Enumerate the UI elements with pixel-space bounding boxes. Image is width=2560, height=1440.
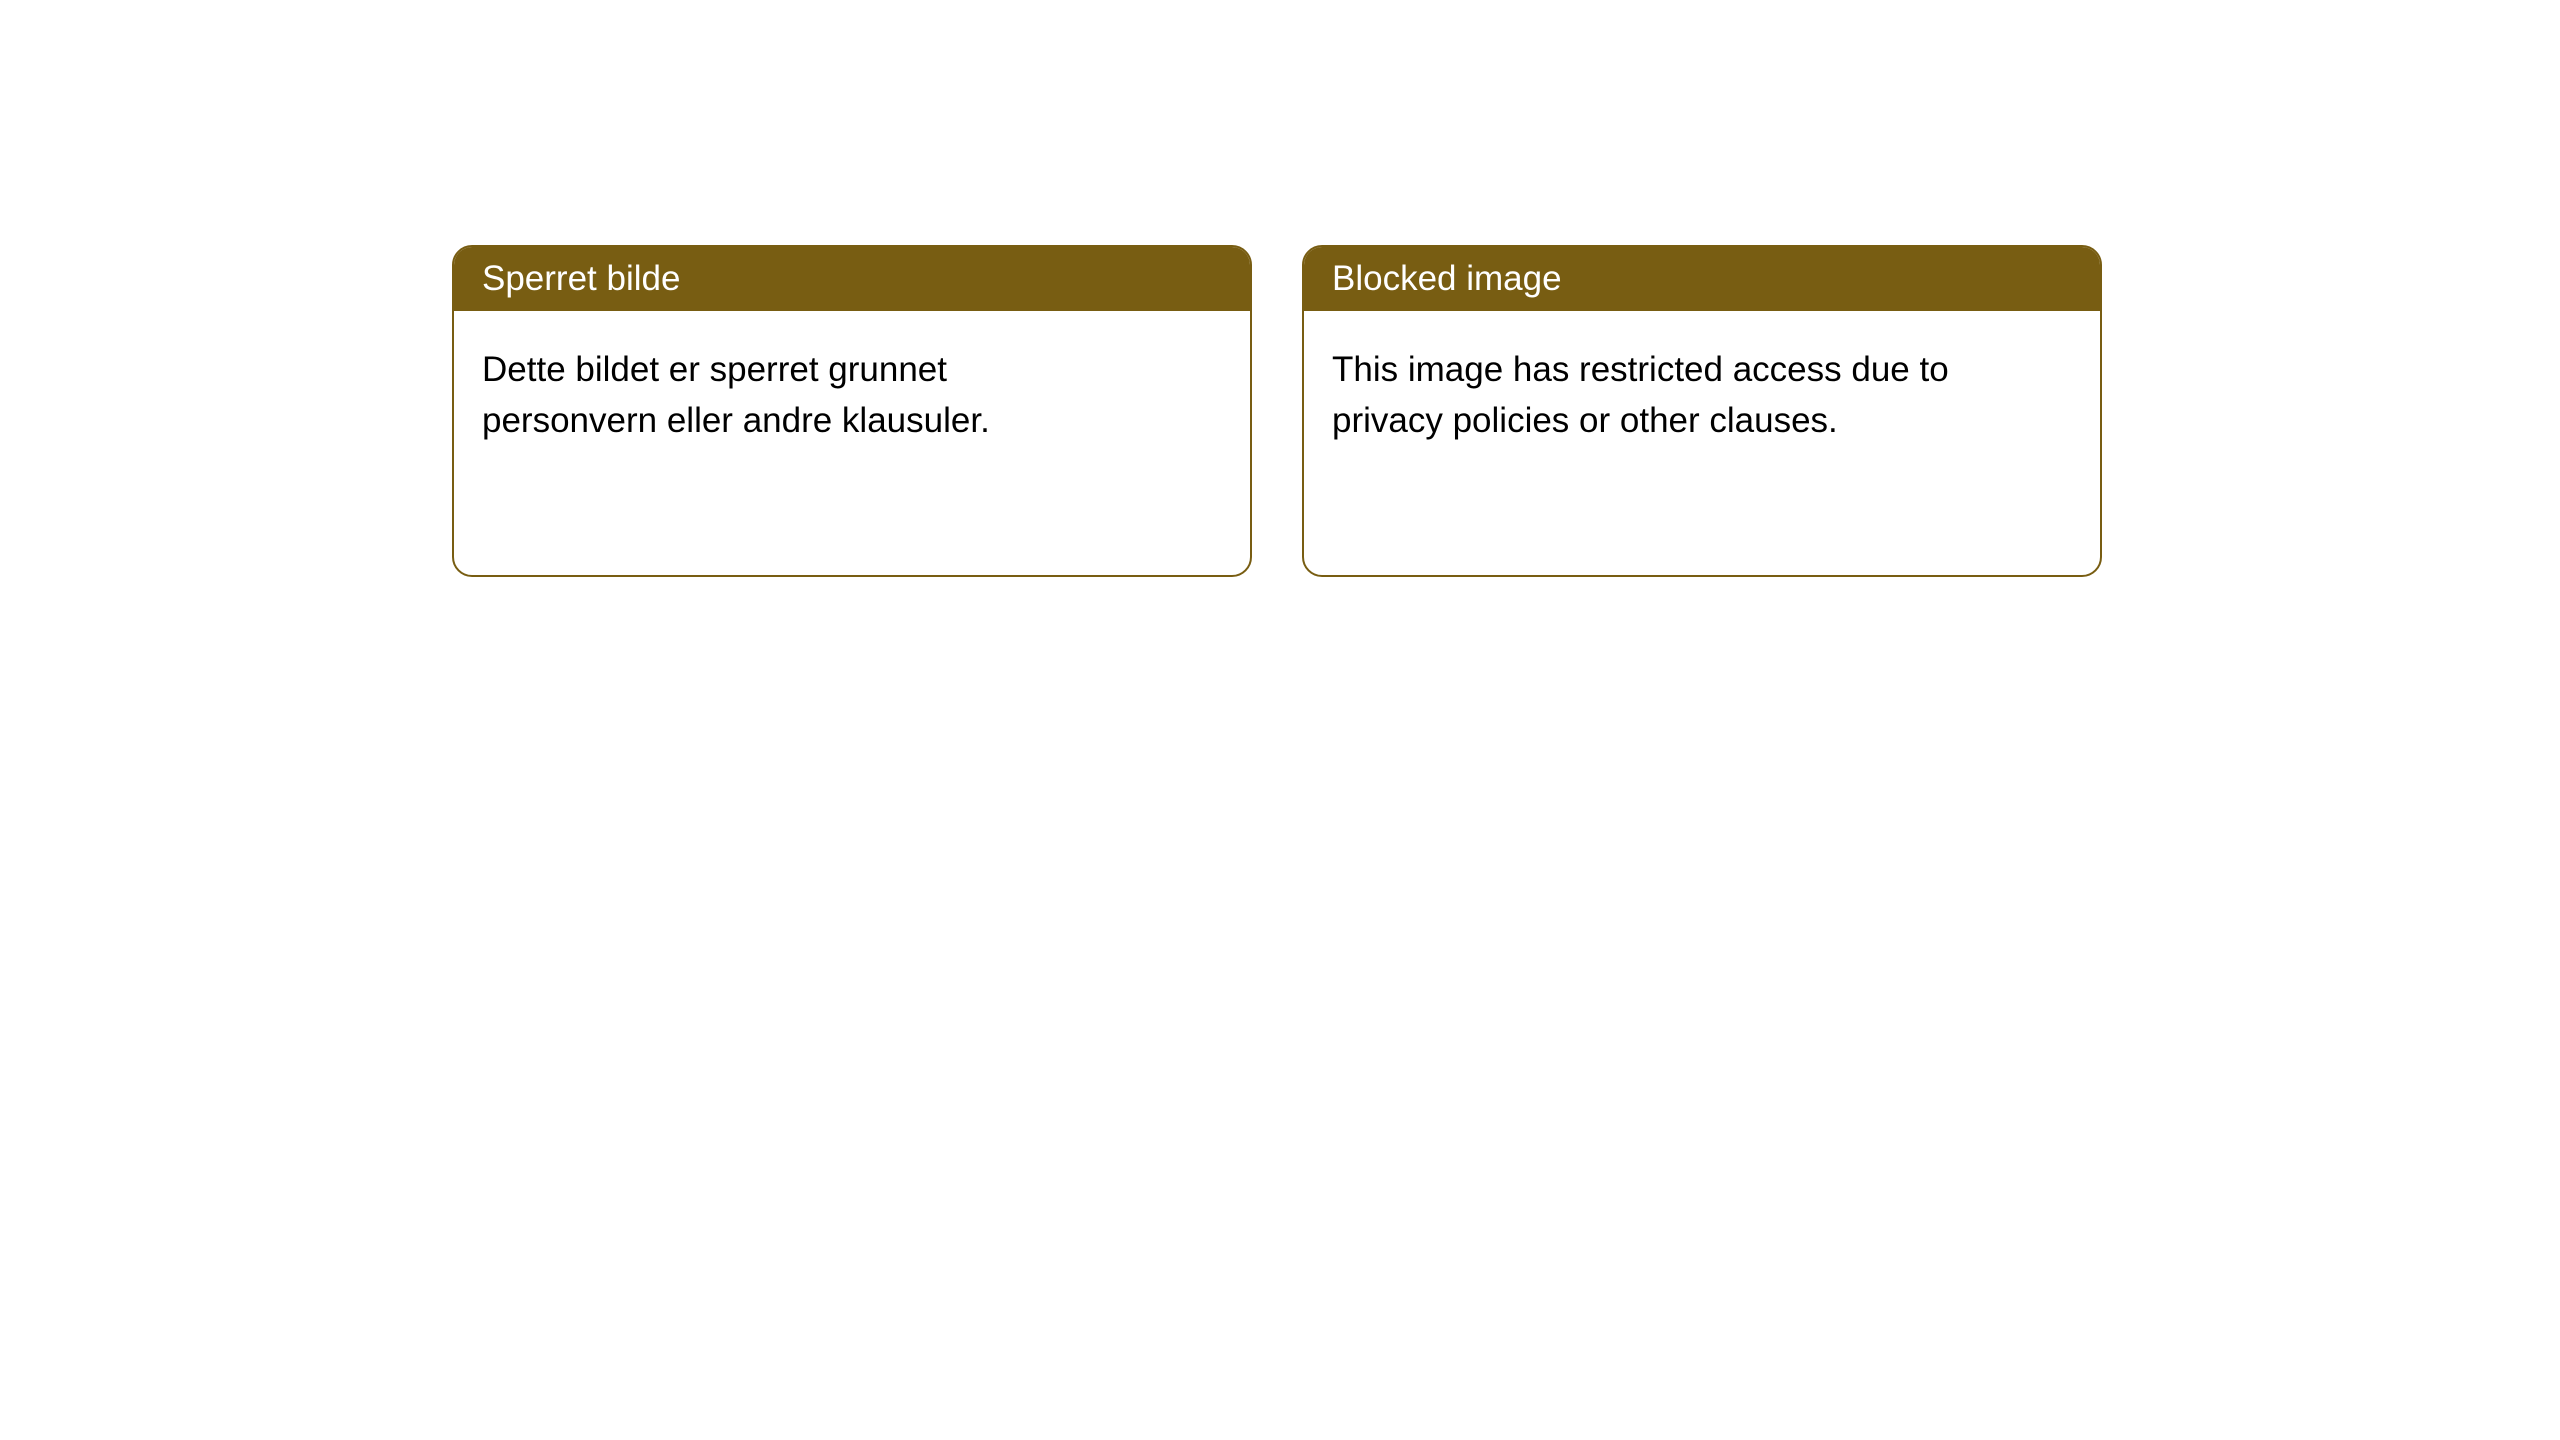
notice-body-text: This image has restricted access due to … bbox=[1332, 350, 1949, 440]
notice-body-text: Dette bildet er sperret grunnet personve… bbox=[482, 350, 990, 440]
notice-card-english: Blocked image This image has restricted … bbox=[1302, 245, 2102, 577]
notice-body: This image has restricted access due to … bbox=[1304, 311, 1984, 481]
notice-title: Blocked image bbox=[1332, 259, 1562, 298]
notice-header: Blocked image bbox=[1304, 247, 2100, 311]
notice-title: Sperret bilde bbox=[482, 259, 680, 298]
notice-container: Sperret bilde Dette bildet er sperret gr… bbox=[0, 0, 2560, 577]
notice-body: Dette bildet er sperret grunnet personve… bbox=[454, 311, 1134, 481]
notice-card-norwegian: Sperret bilde Dette bildet er sperret gr… bbox=[452, 245, 1252, 577]
notice-header: Sperret bilde bbox=[454, 247, 1250, 311]
